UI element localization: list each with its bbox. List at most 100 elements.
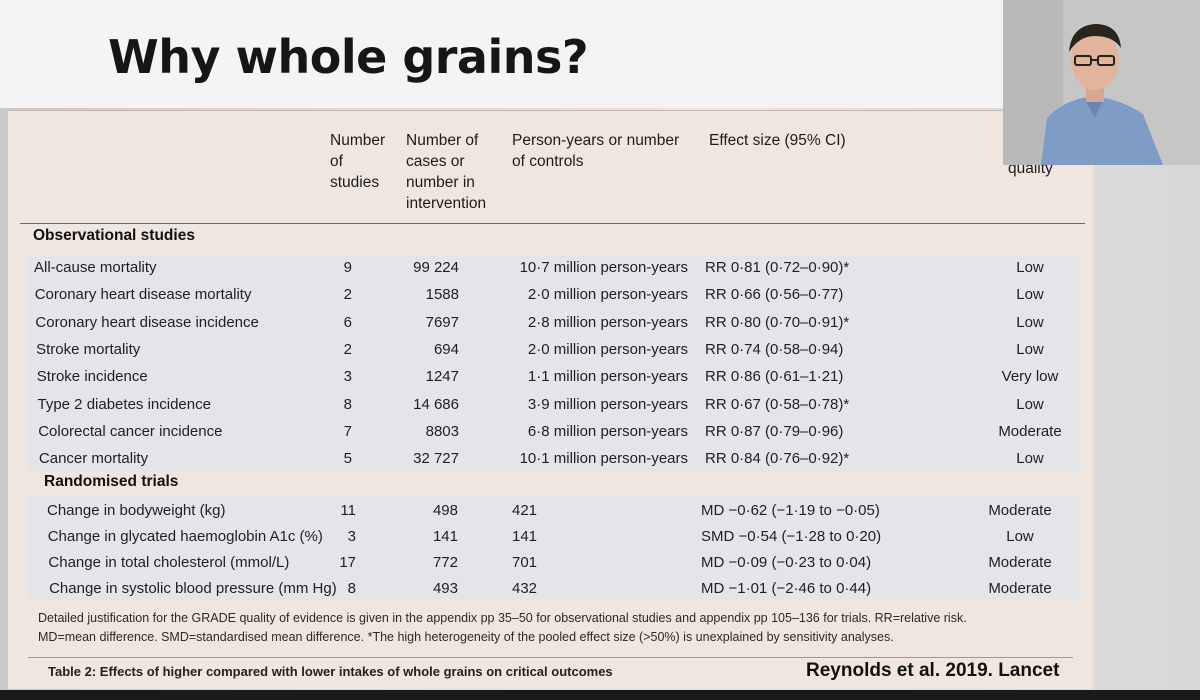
header-studies-line: of bbox=[330, 153, 343, 170]
cell-outcome: Change in bodyweight (kg) bbox=[47, 502, 226, 519]
header-cases-line: number in bbox=[406, 174, 475, 191]
cell-quality: Low bbox=[1016, 259, 1044, 276]
cell-person-years: 432 bbox=[512, 580, 538, 597]
cell-studies: 5 bbox=[343, 450, 352, 468]
cell-cases: 141 bbox=[432, 528, 458, 545]
cell-quality: Moderate bbox=[988, 554, 1052, 571]
table-row: Change in systolic blood pressure (mm Hg… bbox=[0, 576, 1200, 603]
bottom-bar bbox=[0, 690, 1200, 700]
cell-outcome: Change in total cholesterol (mmol/L) bbox=[48, 554, 290, 571]
table-row: Colorectal cancer incidence 7 8803 6·8 mill… bbox=[0, 419, 1200, 446]
cell-effect-size: MD −0·09 (−0·23 to 0·04) bbox=[701, 554, 872, 571]
title-area: Why whole grains? bbox=[0, 0, 1010, 108]
header-number-of-cases: Number of cases or number in interventio… bbox=[406, 130, 486, 214]
cell-studies: 17 bbox=[339, 554, 356, 571]
header-py-line: of controls bbox=[512, 153, 584, 170]
cell-person-years: 2·0 million person-years bbox=[527, 286, 688, 304]
header-studies-line: studies bbox=[330, 174, 380, 191]
cell-studies: 6 bbox=[343, 313, 352, 331]
cell-effect-size: SMD −0·54 (−1·28 to 0·20) bbox=[701, 528, 882, 545]
cell-outcome: Stroke incidence bbox=[36, 368, 148, 386]
cell-quality: Moderate bbox=[988, 502, 1052, 519]
table-row: Stroke incidence 3 1247 1·1 million person-… bbox=[0, 364, 1200, 391]
header-number-of-studies: Number of studies bbox=[330, 130, 385, 193]
header-cases-line: Number of bbox=[406, 132, 479, 149]
section-randomised: Randomised trials bbox=[44, 473, 179, 490]
cell-person-years: 421 bbox=[512, 502, 538, 519]
cell-cases: 99 224 bbox=[413, 259, 459, 276]
cell-effect-size: RR 0·86 (0·61–1·21) bbox=[705, 368, 844, 386]
cell-person-years: 6·8 million person-years bbox=[527, 422, 688, 440]
cell-person-years: 141 bbox=[512, 528, 538, 545]
cell-studies: 8 bbox=[343, 395, 352, 413]
cell-person-years: 701 bbox=[512, 554, 538, 571]
section-observational: Observational studies bbox=[33, 227, 195, 244]
cell-person-years: 2·8 million person-years bbox=[527, 313, 688, 331]
cell-person-years: 10·1 million person-years bbox=[519, 450, 688, 468]
cell-effect-size: RR 0·84 (0·76–0·92)* bbox=[705, 450, 850, 468]
cell-quality: Moderate bbox=[998, 422, 1062, 440]
cell-effect-size: RR 0·67 (0·58–0·78)* bbox=[705, 395, 850, 413]
cell-outcome: Coronary heart disease incidence bbox=[35, 313, 259, 331]
cell-studies: 8 bbox=[347, 580, 356, 597]
table-row: Coronary heart disease mortality 2 1588 2·0… bbox=[0, 282, 1200, 309]
cell-cases: 694 bbox=[433, 340, 459, 358]
header-studies-line: Number bbox=[330, 132, 386, 149]
cell-outcome: Cancer mortality bbox=[38, 450, 149, 468]
cell-outcome: Type 2 diabetes incidence bbox=[37, 395, 211, 413]
caption-divider bbox=[28, 657, 1073, 658]
cell-person-years: 1·1 million person-years bbox=[527, 368, 688, 386]
header-person-years: Person-years or number of controls bbox=[512, 130, 679, 172]
cell-effect-size: MD −0·62 (−1·19 to −0·05) bbox=[701, 502, 880, 519]
cell-cases: 772 bbox=[432, 554, 458, 571]
slide-title: Why whole grains? bbox=[108, 30, 589, 84]
table-row: Change in total cholesterol (mmol/L) 17 77… bbox=[0, 550, 1200, 577]
table-row: Type 2 diabetes incidence 8 14 686 3·9 mill… bbox=[0, 392, 1200, 419]
footnote-line: Detailed justification for the GRADE qua… bbox=[38, 611, 967, 625]
table-row: Coronary heart disease incidence 6 7697 2·8… bbox=[0, 310, 1200, 337]
cell-effect-size: RR 0·66 (0·56–0·77) bbox=[705, 286, 844, 304]
cell-effect-size: RR 0·81 (0·72–0·90)* bbox=[705, 259, 850, 276]
table-row: Change in bodyweight (kg) 11 498 421 MD −0·6… bbox=[0, 498, 1200, 525]
cell-person-years: 2·0 million person-years bbox=[527, 340, 688, 358]
cell-person-years: 3·9 million person-years bbox=[527, 395, 688, 413]
cell-effect-size: MD −1·01 (−2·46 to 0·44) bbox=[701, 580, 872, 597]
cell-quality: Low bbox=[1016, 450, 1044, 468]
cell-quality: Low bbox=[1016, 395, 1044, 413]
cell-quality: Moderate bbox=[988, 580, 1052, 597]
cell-outcome: Change in glycated haemoglobin A1c (%) bbox=[47, 528, 323, 545]
cell-quality: Low bbox=[1006, 528, 1034, 545]
cell-outcome: Change in systolic blood pressure (mm Hg… bbox=[49, 580, 337, 597]
cell-cases: 14 686 bbox=[413, 395, 459, 413]
table-caption: Table 2: Effects of higher compared with… bbox=[48, 664, 613, 679]
cell-studies: 2 bbox=[343, 286, 352, 304]
cell-outcome: Stroke mortality bbox=[36, 340, 141, 358]
cell-quality: Low bbox=[1016, 313, 1044, 331]
cell-cases: 1588 bbox=[425, 286, 459, 304]
cell-cases: 493 bbox=[432, 580, 458, 597]
header-divider bbox=[20, 223, 1085, 224]
webcam-video bbox=[1003, 0, 1200, 165]
cell-effect-size: RR 0·74 (0·58–0·94) bbox=[705, 340, 844, 358]
cell-person-years: 10·7 million person-years bbox=[519, 259, 688, 276]
table-row: Stroke mortality 2 694 2·0 million person-y… bbox=[0, 337, 1200, 364]
observational-band bbox=[28, 255, 1080, 472]
cell-studies: 2 bbox=[343, 340, 352, 358]
cell-outcome: Coronary heart disease mortality bbox=[34, 286, 252, 304]
cell-studies: 3 bbox=[347, 528, 356, 545]
randomised-band bbox=[28, 496, 1080, 600]
footnote-line: MD=mean difference. SMD=standardised mea… bbox=[38, 630, 894, 644]
cell-cases: 32 727 bbox=[413, 450, 459, 468]
cell-outcome: All-cause mortality bbox=[34, 259, 157, 276]
cell-cases: 8803 bbox=[425, 422, 459, 440]
cell-studies: 3 bbox=[343, 368, 352, 386]
cell-studies: 7 bbox=[343, 422, 352, 440]
cell-cases: 498 bbox=[432, 502, 458, 519]
cell-effect-size: RR 0·87 (0·79–0·96) bbox=[705, 422, 844, 440]
header-effect-size: Effect size (95% CI) bbox=[709, 132, 846, 149]
header-cases-line: intervention bbox=[406, 195, 487, 212]
cell-quality: Very low bbox=[1001, 368, 1059, 386]
table-row: All-cause mortality 9 99 224 10·7 million p… bbox=[0, 255, 1200, 282]
cell-quality: Low bbox=[1016, 286, 1044, 304]
